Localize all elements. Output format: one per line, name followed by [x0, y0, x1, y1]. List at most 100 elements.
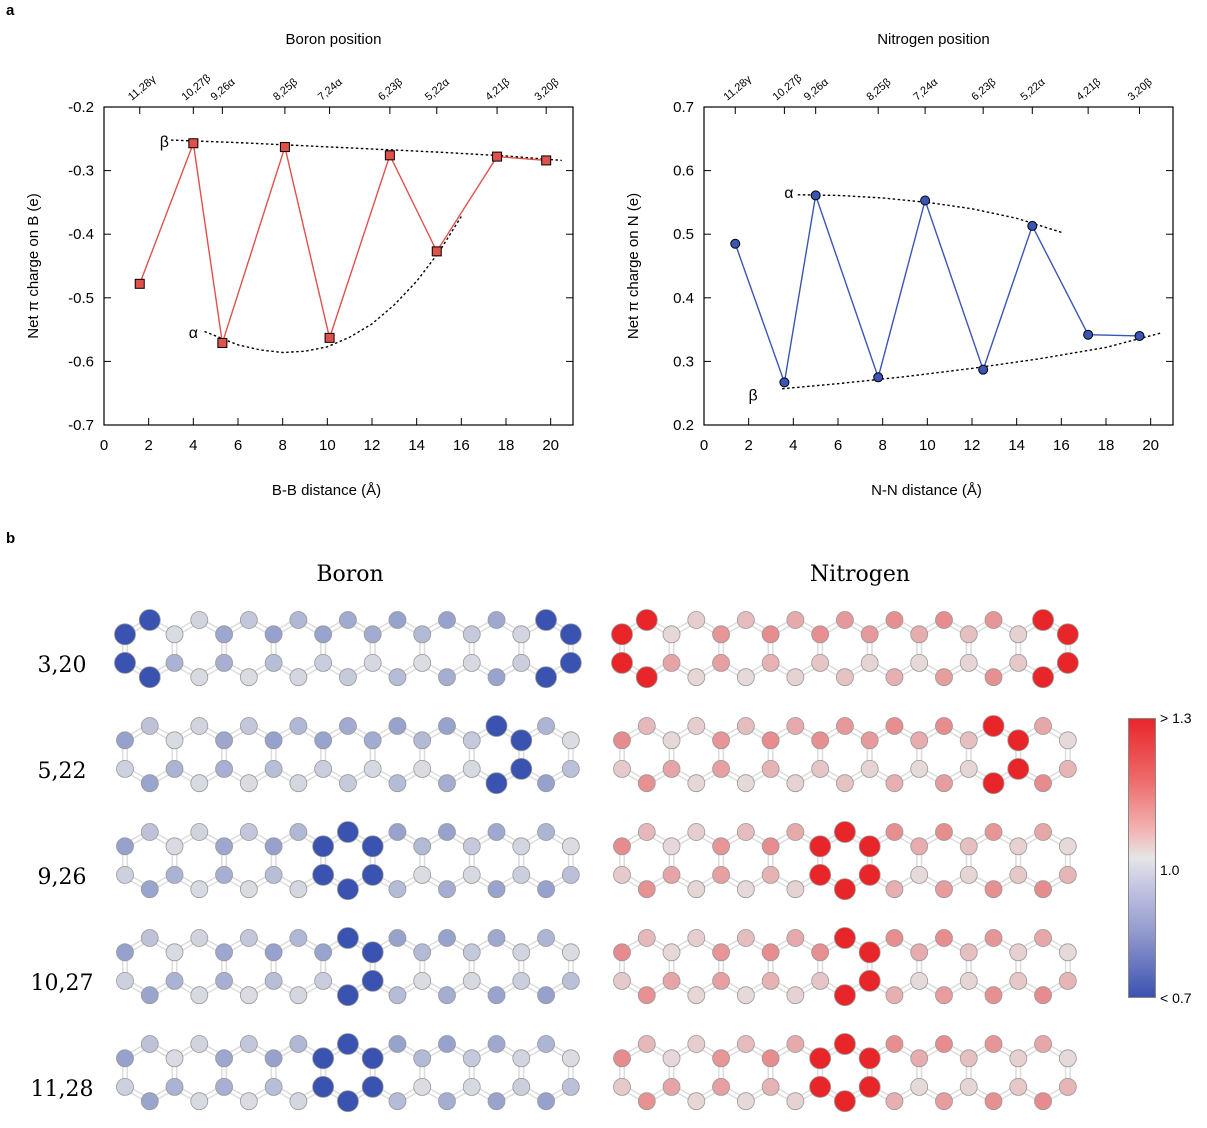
- boron-atom: [559, 623, 582, 646]
- top-tick-label: 4,21β: [1074, 76, 1103, 103]
- boron-atom: [537, 929, 555, 947]
- nitrogen-atom: [712, 1049, 730, 1068]
- nitrogen-atom: [786, 929, 805, 947]
- nitrogen-atom: [858, 969, 881, 992]
- boron-atom: [138, 609, 161, 631]
- boron-atom: [512, 654, 531, 672]
- boron-atom: [413, 1077, 432, 1096]
- boron-atom: [388, 880, 407, 899]
- boron-atom: [438, 668, 456, 687]
- nitrogen-atom: [984, 1092, 1003, 1111]
- boron-atom: [413, 731, 432, 750]
- top-tick-label: 6,23β: [376, 76, 405, 103]
- boron-atom: [140, 986, 159, 1005]
- boron-atom: [116, 1077, 134, 1096]
- series-line: [139, 140, 547, 344]
- y-tick-label: -0.5: [68, 290, 94, 307]
- boron-atom: [438, 986, 456, 1005]
- nitrogen-atom: [811, 971, 830, 990]
- boron-atom: [438, 611, 456, 629]
- boron-atom: [264, 731, 283, 750]
- boron-atom: [438, 1092, 456, 1111]
- nitrogen-atom: [687, 668, 706, 687]
- boron-atom: [239, 823, 258, 841]
- boron-atom: [114, 623, 136, 646]
- nitrogen-atom: [811, 731, 830, 750]
- y-tick-label: 0.2: [673, 417, 694, 434]
- nitrogen-atom: [761, 837, 780, 856]
- nitrogen-atom: [786, 986, 805, 1005]
- boron-atom: [487, 1092, 506, 1111]
- nitrogen-atom: [959, 654, 978, 672]
- nitrogen-atom: [712, 837, 730, 856]
- nitrogen-atom: [662, 654, 681, 672]
- data-point: [1134, 330, 1145, 341]
- boron-atom: [361, 1047, 384, 1070]
- data-point: [492, 151, 503, 162]
- boron-atom: [512, 943, 531, 962]
- nitrogen-atom: [982, 715, 1005, 737]
- boron-atom: [487, 1035, 506, 1053]
- nitrogen-atom: [1009, 625, 1028, 644]
- colorbar-mid-label: 1.0: [1160, 862, 1180, 878]
- nitrogen-atom: [662, 865, 681, 884]
- boron-atom: [561, 943, 580, 962]
- nitrogen-atom: [736, 880, 755, 899]
- nitrogen-atom: [613, 943, 631, 962]
- boron-atom: [314, 971, 333, 990]
- nitrogen-atom: [662, 759, 681, 778]
- nitrogen-atom: [959, 1049, 978, 1068]
- boron-atom: [239, 774, 258, 793]
- boron-atom: [264, 625, 283, 644]
- nitrogen-atom: [834, 927, 856, 949]
- boron-atom: [361, 969, 384, 992]
- boron-atom: [215, 837, 233, 856]
- nitrogen-atom: [687, 774, 706, 793]
- nitrogen-atom: [885, 774, 904, 793]
- x-axis-title: N-N distance (Å): [871, 482, 982, 499]
- nitrogen-atom: [860, 654, 879, 672]
- nitrogen-atom: [811, 943, 830, 962]
- boron-atom: [388, 774, 407, 793]
- nitrogen-atom: [811, 625, 830, 644]
- top-tick-label: 11,28γ: [721, 73, 754, 103]
- top-tick-label: 6,23β: [969, 76, 998, 103]
- boron-atom: [487, 929, 506, 947]
- nitrogen-atom: [836, 717, 854, 735]
- nitrogen-atom: [613, 837, 631, 856]
- data-point: [279, 142, 290, 153]
- top-tick-label: 5,22α: [1019, 76, 1048, 103]
- nitrogen-atom: [982, 772, 1005, 795]
- trend-beta-dotted-curve: [170, 139, 562, 162]
- x-tick-label: 20: [1142, 437, 1159, 454]
- data-point: [324, 332, 335, 343]
- colorbar-bottom-label: < 0.7: [1160, 990, 1192, 1006]
- boron-atom: [190, 1092, 209, 1111]
- x-tick-label: 6: [234, 437, 242, 454]
- boron-atom: [462, 1049, 481, 1068]
- x-tick-label: 4: [189, 437, 197, 454]
- nitrogen-atom: [910, 625, 929, 644]
- boron-atom: [165, 865, 184, 884]
- boron-atom: [138, 666, 161, 689]
- x-tick-label: 10: [919, 437, 936, 454]
- x-tick-label: 18: [1098, 437, 1115, 454]
- nitrogen-atom: [809, 1075, 832, 1098]
- boron-atom: [215, 943, 233, 962]
- data-point: [134, 278, 145, 289]
- nitrogen-atom: [1032, 666, 1054, 689]
- nitrogen-atom: [860, 731, 879, 750]
- nitrogen-atom: [834, 1033, 856, 1055]
- boron-atom: [462, 625, 481, 644]
- y-tick-label: 0.4: [673, 290, 694, 307]
- nitrogen-atom: [736, 986, 755, 1005]
- data-point: [384, 150, 395, 161]
- y-tick-label: -0.4: [68, 226, 94, 243]
- top-tick-label: 7,24α: [316, 76, 345, 103]
- boron-atom: [165, 654, 184, 672]
- nitrogen-atom: [858, 1075, 881, 1098]
- boron-atom: [190, 929, 209, 947]
- boron-atom: [337, 1090, 359, 1113]
- boron-atom: [413, 865, 432, 884]
- nitrogen-atom: [1058, 1077, 1077, 1096]
